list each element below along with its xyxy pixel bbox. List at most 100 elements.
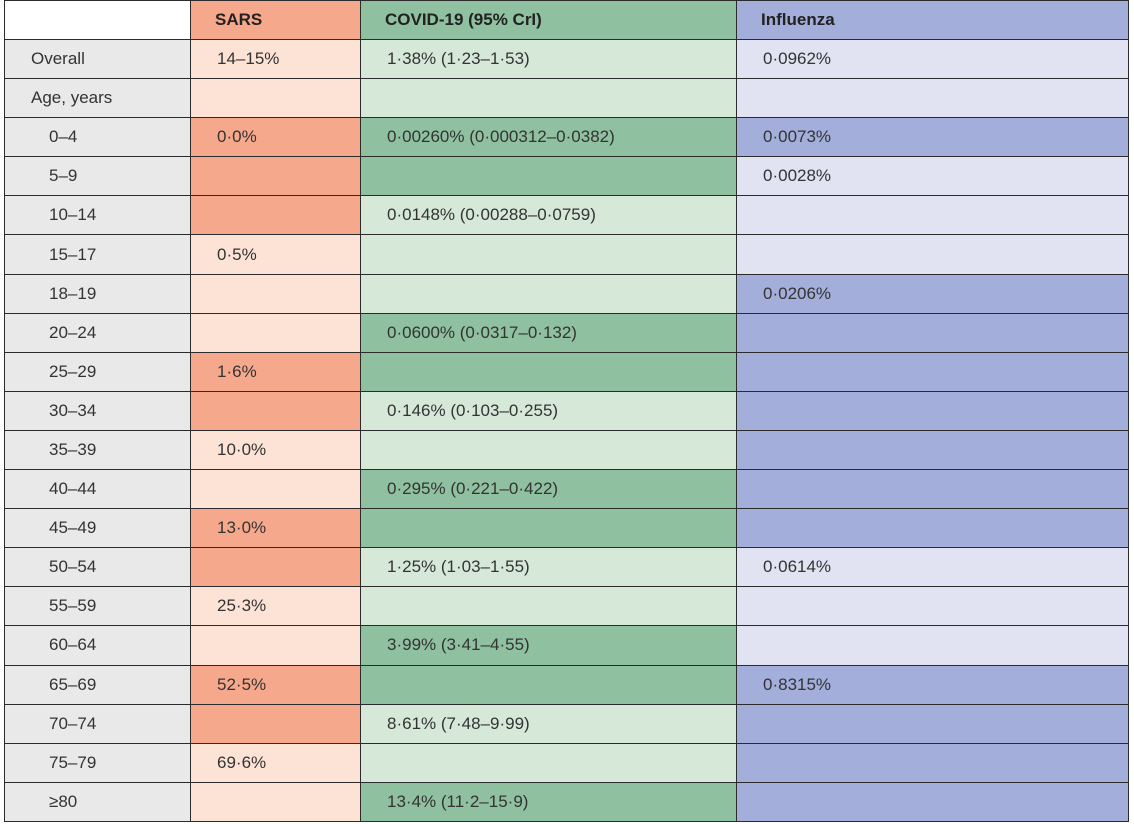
covid-cell: 0·295% (0·221–0·422)	[360, 469, 737, 510]
covid-cell: 8·61% (7·48–9·99)	[360, 703, 737, 744]
sars-cell	[190, 273, 361, 314]
covid-cell	[360, 586, 737, 627]
covid-cell	[360, 664, 737, 705]
table-body: Overall 14–15% 1·38% (1·23–1·53) 0·0962% Age…	[4, 38, 1129, 823]
table-row: 25–29 1·6%	[4, 351, 1129, 392]
influenza-cell	[736, 351, 1129, 392]
influenza-cell: 0·0962%	[736, 38, 1129, 80]
row-label: 25–29	[4, 351, 191, 392]
row-label: 60–64	[4, 625, 191, 666]
table-row: 0–4 0·0% 0·00260% (0·000312–0·0382) 0·0073%	[4, 117, 1129, 158]
row-label: 15–17	[4, 234, 191, 275]
sars-cell: 13·0%	[190, 508, 361, 549]
influenza-cell	[736, 586, 1129, 627]
covid-cell: 1·38% (1·23–1·53)	[360, 38, 737, 80]
row-label: 40–44	[4, 469, 191, 510]
influenza-cell: 0·0614%	[736, 547, 1129, 588]
covid-cell	[360, 429, 737, 471]
row-label: ≥80	[4, 781, 191, 823]
covid-cell	[360, 508, 737, 549]
influenza-cell	[736, 625, 1129, 666]
influenza-cell	[736, 78, 1129, 119]
influenza-cell: 0·0206%	[736, 273, 1129, 314]
row-label: 20–24	[4, 312, 191, 353]
sars-cell	[190, 156, 361, 197]
influenza-cell	[736, 390, 1129, 431]
sars-cell: 0·0%	[190, 117, 361, 158]
table-row: 40–44 0·295% (0·221–0·422)	[4, 469, 1129, 510]
row-label: Age, years	[4, 78, 191, 119]
sars-cell: 25·3%	[190, 586, 361, 627]
header-covid: COVID-19 (95% CrI)	[360, 0, 737, 40]
sars-cell: 69·6%	[190, 742, 361, 783]
row-label: 50–54	[4, 547, 191, 588]
table-row: 60–64 3·99% (3·41–4·55)	[4, 625, 1129, 666]
table-row: 10–14 0·0148% (0·00288–0·0759)	[4, 195, 1129, 236]
table-row: 15–17 0·5%	[4, 234, 1129, 275]
table-row: 5–9 0·0028%	[4, 156, 1129, 197]
covid-cell: 0·0600% (0·0317–0·132)	[360, 312, 737, 353]
row-label: 55–59	[4, 586, 191, 627]
table-row: 35–39 10·0%	[4, 429, 1129, 471]
table-row: 50–54 1·25% (1·03–1·55) 0·0614%	[4, 547, 1129, 588]
influenza-cell	[736, 508, 1129, 549]
influenza-cell: 0·0073%	[736, 117, 1129, 158]
table-row: 55–59 25·3%	[4, 586, 1129, 627]
row-label: 70–74	[4, 703, 191, 744]
sars-cell	[190, 469, 361, 510]
covid-cell	[360, 156, 737, 197]
header-label-cell	[4, 0, 191, 40]
table-row: 18–19 0·0206%	[4, 273, 1129, 314]
sars-cell: 1·6%	[190, 351, 361, 392]
row-label: 30–34	[4, 390, 191, 431]
influenza-cell	[736, 742, 1129, 783]
table-row: Age, years	[4, 78, 1129, 119]
influenza-cell: 0·8315%	[736, 664, 1129, 705]
sars-cell	[190, 703, 361, 744]
sars-cell: 52·5%	[190, 664, 361, 705]
row-label: 10–14	[4, 195, 191, 236]
covid-cell	[360, 234, 737, 275]
table-row: 65–69 52·5% 0·8315%	[4, 664, 1129, 705]
table-row: ≥80 13·4% (11·2–15·9)	[4, 781, 1129, 823]
covid-cell: 0·0148% (0·00288–0·0759)	[360, 195, 737, 236]
covid-cell: 13·4% (11·2–15·9)	[360, 781, 737, 823]
covid-cell: 0·00260% (0·000312–0·0382)	[360, 117, 737, 158]
covid-cell	[360, 351, 737, 392]
sars-cell	[190, 781, 361, 823]
row-label: 18–19	[4, 273, 191, 314]
row-label: 65–69	[4, 664, 191, 705]
influenza-cell	[736, 469, 1129, 510]
influenza-cell	[736, 234, 1129, 275]
covid-cell	[360, 742, 737, 783]
sars-cell: 0·5%	[190, 234, 361, 275]
influenza-cell	[736, 429, 1129, 471]
influenza-cell	[736, 781, 1129, 823]
row-label: Overall	[4, 38, 191, 80]
sars-cell	[190, 547, 361, 588]
influenza-cell	[736, 703, 1129, 744]
table-row: 30–34 0·146% (0·103–0·255)	[4, 390, 1129, 431]
influenza-cell	[736, 195, 1129, 236]
covid-cell	[360, 78, 737, 119]
influenza-cell: 0·0028%	[736, 156, 1129, 197]
header-influenza: Influenza	[736, 0, 1129, 40]
covid-cell	[360, 273, 737, 314]
sars-cell	[190, 195, 361, 236]
sars-cell	[190, 78, 361, 119]
table-row: 70–74 8·61% (7·48–9·99)	[4, 703, 1129, 744]
row-label: 0–4	[4, 117, 191, 158]
covid-cell: 1·25% (1·03–1·55)	[360, 547, 737, 588]
sars-cell	[190, 390, 361, 431]
row-label: 75–79	[4, 742, 191, 783]
header-row: SARS COVID-19 (95% CrI) Influenza	[4, 0, 1129, 40]
fatality-rate-table: SARS COVID-19 (95% CrI) Influenza Overal…	[4, 0, 1129, 823]
covid-cell: 0·146% (0·103–0·255)	[360, 390, 737, 431]
table-row: Overall 14–15% 1·38% (1·23–1·53) 0·0962%	[4, 38, 1129, 80]
sars-cell: 10·0%	[190, 429, 361, 471]
row-label: 45–49	[4, 508, 191, 549]
sars-cell	[190, 625, 361, 666]
table-row: 45–49 13·0%	[4, 508, 1129, 549]
table-row: 75–79 69·6%	[4, 742, 1129, 783]
influenza-cell	[736, 312, 1129, 353]
